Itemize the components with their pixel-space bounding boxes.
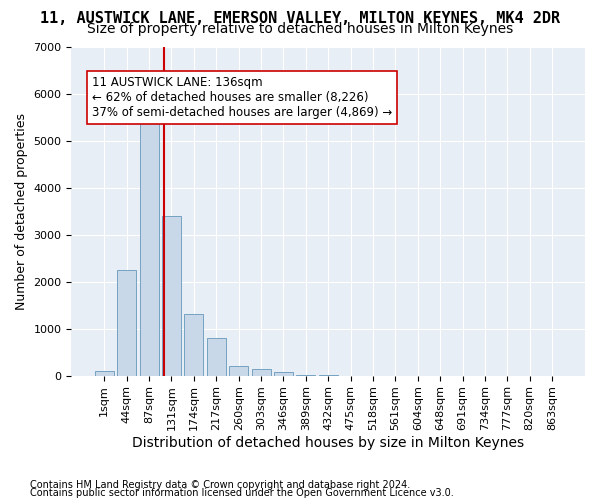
Bar: [117, 270, 136, 376]
Bar: [274, 372, 293, 376]
Bar: [140, 122, 158, 376]
Bar: [251, 370, 271, 376]
Text: Contains public sector information licensed under the Open Government Licence v3: Contains public sector information licen…: [30, 488, 454, 498]
Y-axis label: Number of detached properties: Number of detached properties: [15, 112, 28, 310]
Text: 11, AUSTWICK LANE, EMERSON VALLEY, MILTON KEYNES, MK4 2DR: 11, AUSTWICK LANE, EMERSON VALLEY, MILTO…: [40, 11, 560, 26]
Bar: [296, 374, 316, 376]
Bar: [229, 366, 248, 376]
Bar: [207, 338, 226, 376]
Bar: [184, 314, 203, 376]
X-axis label: Distribution of detached houses by size in Milton Keynes: Distribution of detached houses by size …: [132, 436, 524, 450]
Bar: [162, 216, 181, 376]
Text: Contains HM Land Registry data © Crown copyright and database right 2024.: Contains HM Land Registry data © Crown c…: [30, 480, 410, 490]
Bar: [95, 371, 114, 376]
Text: Size of property relative to detached houses in Milton Keynes: Size of property relative to detached ho…: [87, 22, 513, 36]
Text: 11 AUSTWICK LANE: 136sqm
← 62% of detached houses are smaller (8,226)
37% of sem: 11 AUSTWICK LANE: 136sqm ← 62% of detach…: [92, 76, 392, 119]
